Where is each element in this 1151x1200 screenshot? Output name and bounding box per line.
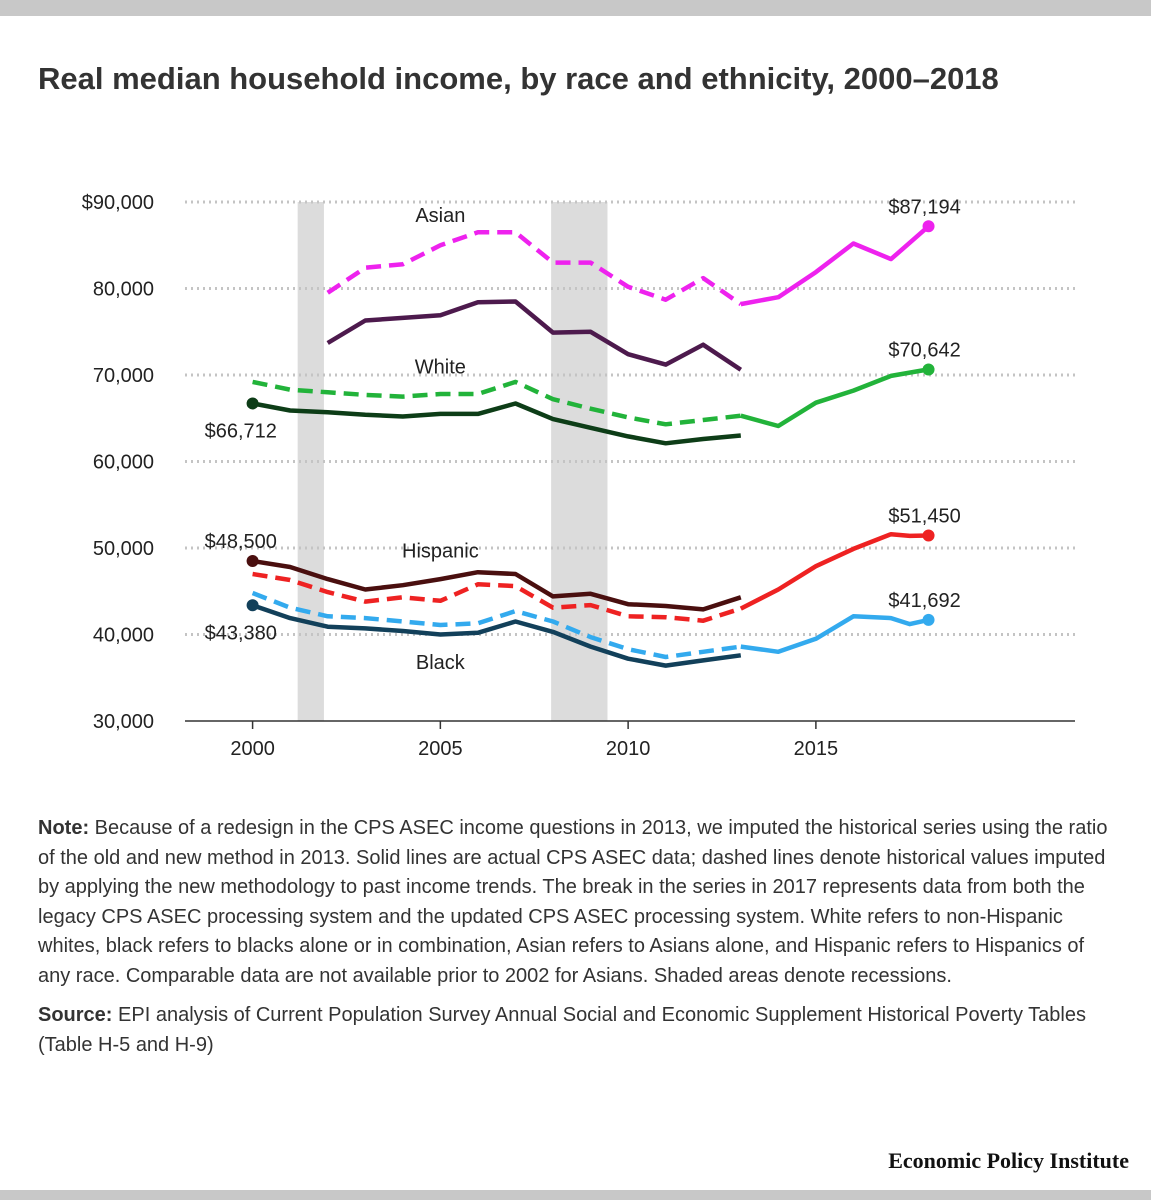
series-line-white-solid-5: [740, 367, 929, 429]
endpoint-marker-black-2018: [922, 613, 935, 626]
series-name-label-hispanic: Hispanic: [402, 541, 479, 563]
endpoint-value-label-white-2018: $70,642: [888, 339, 960, 361]
series-line-white-dashed-4: [252, 379, 742, 427]
series-line-hispanic-solid-8: [739, 531, 929, 611]
endpoint-marker-hispanic-legacy-2000: [246, 554, 259, 567]
series-name-label-asian: Asian: [415, 205, 465, 227]
series-line-black-solid-11: [740, 614, 929, 655]
line-chart: 30,000 40,000 50,000 60,000 70,000 80,000 $90,…: [82, 192, 1075, 760]
chart-title: Real median household income, by race an…: [38, 61, 999, 96]
source-text: EPI analysis of Current Population Surve…: [38, 1004, 1086, 1056]
chart-labels: $66,712 $48,500 $43,380 $87,194 $70,642 $51,4…: [205, 196, 961, 674]
y-tick-label-80000: 80,000: [93, 279, 154, 301]
series-name-label-white: White: [415, 356, 466, 378]
endpoint-markers: [246, 220, 935, 626]
y-tick-label-30000: 30,000: [93, 711, 154, 733]
source-paragraph: Source: EPI analysis of Current Populati…: [38, 1001, 1118, 1060]
x-tick-label-2010: 2010: [606, 738, 651, 760]
recession-band-1: [297, 202, 324, 721]
chart-notes: Note: Because of a redesign in the CPS A…: [38, 814, 1118, 1070]
endpoint-marker-white-2018: [922, 363, 935, 376]
x-tick-label-2000: 2000: [230, 738, 275, 760]
endpoint-marker-hispanic-2018: [922, 529, 935, 542]
endpoint-marker-white-legacy-2000: [246, 397, 259, 410]
y-tick-label-70000: 70,000: [93, 365, 154, 387]
endpoint-marker-black-legacy-2000: [246, 599, 259, 612]
endpoint-value-label-asian-2018: $87,194: [888, 196, 960, 218]
series-line-asian-dashed-1: [326, 230, 743, 306]
x-tick-label-2015: 2015: [794, 738, 839, 760]
endpoint-value-label-hispanic-legacy-2000: $48,500: [205, 531, 277, 553]
source-label: Source:: [38, 1004, 113, 1026]
series-line-asian-legacy-solid-3: [326, 299, 743, 372]
series-line-black-legacy-solid-12: [251, 603, 742, 668]
note-label: Note:: [38, 817, 90, 839]
series-lines: [251, 224, 930, 668]
recession-bands: [297, 202, 608, 721]
endpoint-value-label-white-legacy-2000: $66,712: [205, 420, 277, 442]
y-tick-label-90000: $90,000: [82, 192, 154, 214]
endpoint-value-label-hispanic-2018: $51,450: [888, 505, 960, 527]
y-tick-label-60000: 60,000: [93, 452, 154, 474]
axes: 30,000 40,000 50,000 60,000 70,000 80,000 $90,…: [82, 192, 1075, 760]
endpoint-value-label-black-legacy-2000: $43,380: [205, 622, 277, 644]
series-line-hispanic-dashed-7: [252, 571, 742, 623]
series-line-hispanic-legacy-solid-9: [252, 558, 742, 612]
bottom-border-bar: [0, 1190, 1151, 1200]
endpoint-marker-asian-2018: [922, 220, 935, 233]
endpoint-value-label-black-2018: $41,692: [888, 590, 960, 612]
series-line-asian-solid-2: [740, 224, 930, 307]
y-tick-label-40000: 40,000: [93, 625, 154, 647]
series-line-black-dashed-10: [251, 590, 742, 660]
series-line-white-legacy-solid-6: [252, 401, 742, 446]
top-border-bar: [0, 0, 1151, 16]
note-paragraph: Note: Because of a redesign in the CPS A…: [38, 814, 1118, 991]
x-tick-label-2005: 2005: [418, 738, 463, 760]
y-tick-label-50000: 50,000: [93, 538, 154, 560]
series-name-label-black: Black: [416, 652, 466, 674]
note-text: Because of a redesign in the CPS ASEC in…: [38, 817, 1108, 987]
brand-logo-text: Economic Policy Institute: [888, 1148, 1129, 1173]
